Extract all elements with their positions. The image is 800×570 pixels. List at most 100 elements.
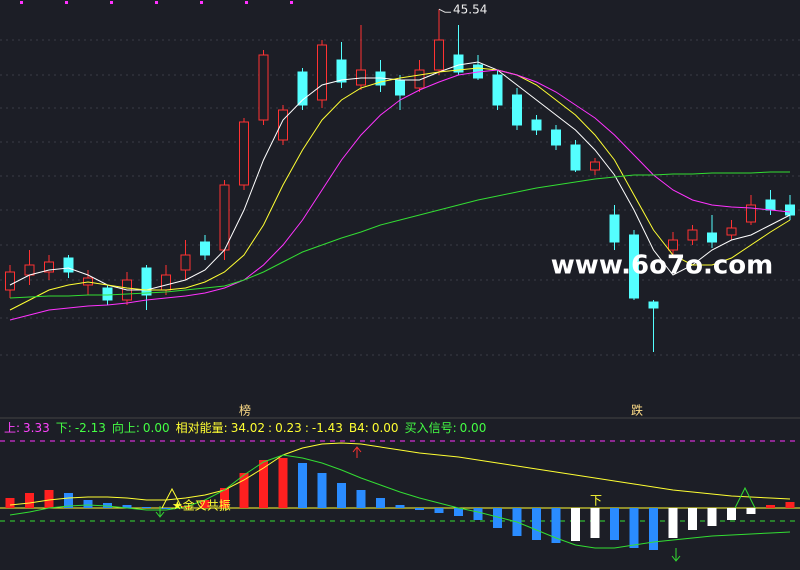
histogram-bar: [298, 463, 307, 508]
histogram-bar: [532, 508, 541, 540]
readout-name: B4:: [349, 421, 369, 435]
watermark: www.6o7o.com: [551, 251, 773, 281]
top-dash: [245, 1, 248, 4]
readout-name: 买入信号:: [405, 421, 457, 435]
histogram-bar: [785, 502, 795, 508]
histogram-bar: [317, 473, 327, 508]
readout-value: 34.02: [231, 421, 265, 435]
histogram-bar: [688, 508, 697, 530]
readout-value: 0.00: [460, 421, 487, 435]
histogram-bar: [259, 460, 268, 508]
candle-body: [180, 254, 191, 271]
indicator-line: [9, 442, 791, 506]
readout-value: 3.33: [23, 421, 50, 435]
histogram-bar: [44, 490, 54, 508]
candle-body: [570, 144, 581, 171]
candle-body: [785, 204, 795, 216]
histogram-bar: [649, 508, 658, 550]
histogram-bar: [746, 508, 756, 514]
candle-body: [414, 69, 425, 89]
candle-body: [434, 39, 444, 71]
candle-body: [707, 232, 717, 243]
candle-body: [102, 287, 113, 301]
candle-body: [395, 79, 405, 96]
candle-body: [63, 257, 74, 273]
histogram-bar: [161, 508, 171, 509]
annotation: 榜: [239, 403, 251, 418]
readout-value: 0.23: [275, 421, 302, 435]
histogram-bar: [571, 508, 580, 541]
indicator-line: [9, 67, 791, 311]
histogram-bar: [64, 493, 73, 508]
candle-body: [200, 241, 210, 256]
candle-body: [297, 71, 308, 106]
candle-body: [687, 229, 698, 241]
histogram-bar: [415, 508, 424, 510]
histogram-bar: [142, 507, 151, 508]
candle-body: [141, 267, 152, 296]
histogram-bar: [493, 508, 502, 528]
candle-body: [24, 264, 35, 276]
candle-body: [726, 227, 737, 236]
readout-name: 下:: [56, 421, 72, 435]
histogram-bar: [122, 505, 132, 508]
signal-peak: [734, 486, 756, 509]
candle-body: [551, 129, 561, 146]
histogram-bar: [766, 505, 775, 508]
histogram-bar: [551, 508, 561, 543]
annotation: 跌: [631, 403, 643, 418]
histogram-bar: [668, 508, 678, 538]
signal-arrow: [671, 548, 681, 562]
histogram-bar: [727, 508, 736, 520]
candle-body: [258, 54, 269, 121]
candle-body: [648, 301, 659, 309]
indicator-line: [9, 171, 790, 299]
indicator-readout: 上: 3.33 下: -2.13 向上: 0.00 相对能量: 34.02:0.23: -1.4…: [4, 420, 486, 435]
candle-body: [590, 161, 600, 171]
readout-value: 0.00: [143, 421, 170, 435]
readout-value: -1.43: [312, 421, 343, 435]
candle-body: [629, 234, 639, 299]
histogram-bar: [376, 498, 385, 508]
histogram-bar: [200, 500, 210, 508]
histogram-bar: [610, 508, 619, 540]
top-dash: [110, 1, 113, 4]
candle-body: [765, 199, 776, 211]
histogram-bar: [356, 490, 366, 508]
readout-name: 向上:: [112, 420, 140, 435]
indicator-line: [9, 61, 791, 291]
candle-body: [219, 184, 230, 251]
signal-arrow: [352, 446, 362, 458]
readout-value: 0.00: [372, 421, 399, 435]
top-dash: [20, 1, 23, 4]
readout-sep: :: [305, 421, 309, 435]
histogram-bar: [454, 508, 463, 516]
readout-value: -2.13: [75, 421, 106, 435]
candle-body: [278, 109, 288, 141]
candle-body: [668, 239, 678, 251]
top-dash: [155, 1, 158, 4]
candle-body: [531, 119, 542, 131]
histogram-bar: [434, 508, 444, 513]
top-dash: [65, 1, 68, 4]
histogram-bar: [25, 493, 34, 508]
signal-label: 下: [590, 494, 602, 508]
signal-peak: [161, 487, 183, 509]
candle-body: [512, 94, 522, 126]
top-dash: [290, 1, 293, 4]
histogram-bar: [220, 488, 229, 508]
histogram-bar: [395, 505, 405, 508]
histogram-bar: [473, 508, 483, 520]
candle-body: [5, 271, 15, 291]
histogram-bar: [83, 500, 93, 508]
candle-body: [746, 204, 756, 223]
readout-sep: :: [268, 421, 272, 435]
candle-body: [492, 74, 503, 106]
candle-body: [336, 59, 347, 83]
histogram-bar: [707, 508, 717, 526]
candle-body: [609, 214, 620, 243]
histogram-bar: [5, 498, 15, 508]
histogram-bar: [239, 473, 249, 508]
high-label: 45.54: [453, 3, 487, 17]
